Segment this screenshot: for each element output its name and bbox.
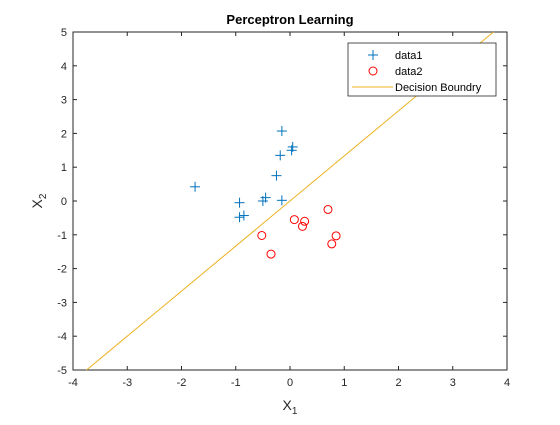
y-tick-label: -2 (57, 264, 67, 276)
y-tick-label: 4 (61, 61, 67, 73)
legend: data1 data2 Decision Boundry (347, 42, 497, 97)
data2-point (257, 230, 267, 240)
data2-point (323, 204, 333, 214)
legend-entry-data1: data1 (368, 50, 423, 62)
y-tick-label: -5 (57, 365, 67, 377)
x-tick-label: -4 (68, 377, 78, 389)
legend-label-data1: data1 (395, 50, 423, 62)
x-tick-label: 3 (450, 377, 456, 389)
y-tick-label: 1 (61, 162, 67, 174)
x-axis-ticks: -4 -3 -2 -1 0 1 2 3 4 (68, 32, 510, 389)
y-tick-label: 2 (61, 128, 67, 140)
data1-point (287, 141, 298, 152)
chart-title: Perceptron Learning (226, 12, 353, 27)
x-axis-label-subscript: 1 (292, 406, 298, 417)
y-tick-label: -4 (57, 331, 67, 343)
data1-point (190, 181, 201, 192)
data1-point (238, 210, 249, 221)
legend-label-data2: data2 (395, 66, 423, 78)
y-tick-label: 0 (61, 196, 67, 208)
data-points-layer (190, 126, 341, 259)
data1-point (234, 197, 245, 208)
y-tick-label: -1 (57, 230, 67, 242)
data1-point (276, 126, 287, 137)
y-axis-label: X2 (29, 193, 49, 208)
y-tick-label: 3 (61, 95, 67, 107)
data2-point (266, 249, 276, 259)
legend-label-decision-boundary: Decision Boundry (395, 82, 482, 94)
data2-point (331, 231, 341, 241)
x-axis-label: X1 (283, 397, 298, 417)
x-tick-label: -3 (122, 377, 132, 389)
data2-point (300, 216, 310, 226)
data2-point (297, 221, 307, 231)
legend-marker-circle (368, 66, 378, 76)
data1-point (276, 195, 287, 206)
data1-point (275, 150, 286, 161)
data1-point (260, 192, 271, 203)
y-axis-label-subscript: 2 (38, 193, 49, 199)
data1-point (271, 170, 282, 181)
data2-point (327, 239, 337, 249)
y-tick-label: -3 (57, 297, 67, 309)
data1-point (234, 212, 245, 223)
data2-point (289, 215, 299, 225)
y-tick-label: 5 (61, 27, 67, 39)
legend-entry-data2: data2 (368, 66, 423, 78)
x-tick-label: 2 (395, 377, 401, 389)
x-tick-label: 0 (287, 377, 293, 389)
x-tick-label: 1 (341, 377, 347, 389)
legend-entry-decision-boundary: Decision Boundry (352, 82, 482, 94)
x-tick-label: 4 (504, 377, 510, 389)
y-axis-ticks: -5 -4 -3 -2 -1 0 1 2 3 4 5 (57, 27, 507, 377)
x-tick-label: -2 (177, 377, 187, 389)
x-tick-label: -1 (231, 377, 241, 389)
